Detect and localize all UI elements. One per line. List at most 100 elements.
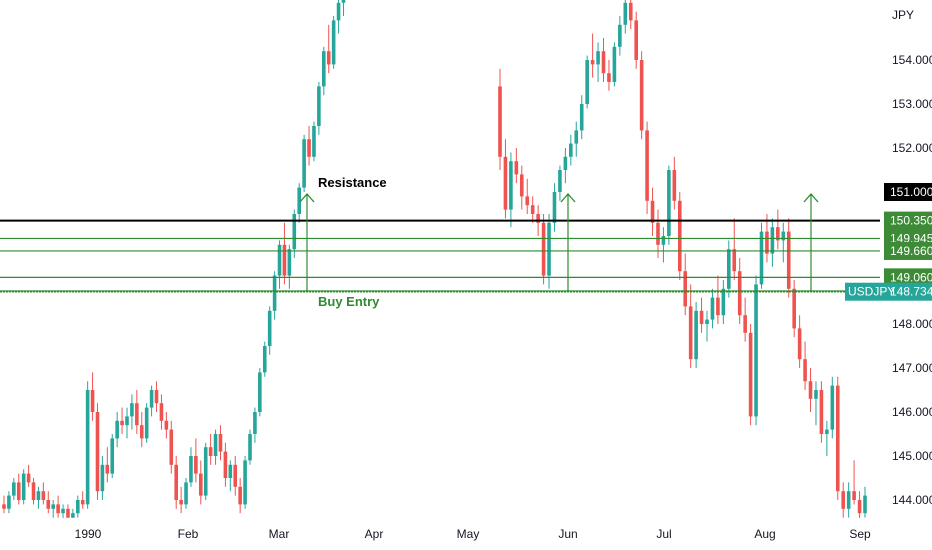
- candle[interactable]: [85, 381, 90, 509]
- candle[interactable]: [835, 376, 840, 500]
- candle[interactable]: [825, 420, 829, 456]
- candle[interactable]: [322, 46, 326, 96]
- candle[interactable]: [514, 148, 519, 184]
- candle[interactable]: [189, 447, 193, 487]
- candle[interactable]: [759, 222, 764, 289]
- candle[interactable]: [770, 218, 775, 267]
- candle[interactable]: [90, 372, 95, 421]
- time-axis[interactable]: 1990 Feb Mar Apr May Jun Jul Aug Sep: [75, 527, 871, 541]
- candle[interactable]: [36, 486, 41, 509]
- candle[interactable]: [519, 165, 524, 210]
- candle[interactable]: [253, 407, 257, 443]
- candle[interactable]: [336, 0, 341, 34]
- candle[interactable]: [169, 420, 174, 474]
- candle[interactable]: [312, 121, 316, 162]
- candle[interactable]: [31, 478, 36, 505]
- candle[interactable]: [110, 434, 115, 478]
- candle[interactable]: [125, 407, 129, 439]
- candle[interactable]: [601, 38, 606, 82]
- candle[interactable]: [781, 222, 786, 263]
- candle[interactable]: [732, 218, 737, 280]
- candle[interactable]: [574, 121, 579, 157]
- candle[interactable]: [667, 165, 671, 245]
- candle[interactable]: [208, 434, 213, 465]
- candle[interactable]: [688, 284, 693, 368]
- candle[interactable]: [66, 504, 70, 522]
- candle[interactable]: [292, 209, 297, 258]
- candle[interactable]: [830, 376, 835, 439]
- candle[interactable]: [694, 302, 698, 368]
- candle[interactable]: [272, 271, 277, 320]
- candle[interactable]: [262, 341, 267, 377]
- candle[interactable]: [95, 403, 100, 500]
- candle[interactable]: [287, 244, 292, 289]
- candle[interactable]: [509, 152, 513, 228]
- candle[interactable]: [12, 478, 16, 500]
- candle[interactable]: [46, 491, 51, 514]
- candle[interactable]: [672, 156, 677, 210]
- candle[interactable]: [797, 315, 802, 368]
- candle[interactable]: [863, 486, 867, 518]
- candle[interactable]: [612, 42, 617, 87]
- candle[interactable]: [503, 139, 508, 219]
- candle[interactable]: [819, 381, 824, 443]
- candle[interactable]: [144, 403, 149, 443]
- candle[interactable]: [525, 178, 530, 214]
- candle[interactable]: [786, 218, 791, 298]
- candle[interactable]: [71, 508, 75, 527]
- candle[interactable]: [846, 482, 851, 518]
- candle[interactable]: [341, 0, 346, 16]
- candle[interactable]: [302, 134, 306, 192]
- candle[interactable]: [326, 24, 331, 74]
- candle[interactable]: [7, 491, 11, 514]
- candle[interactable]: [297, 183, 301, 223]
- candle[interactable]: [530, 196, 535, 223]
- candle[interactable]: [199, 460, 203, 505]
- candle[interactable]: [716, 275, 720, 324]
- candle[interactable]: [228, 460, 233, 492]
- candle[interactable]: [51, 500, 55, 518]
- candle[interactable]: [80, 491, 85, 509]
- candle[interactable]: [139, 412, 144, 448]
- candle[interactable]: [683, 253, 688, 316]
- candle[interactable]: [149, 385, 154, 417]
- candle[interactable]: [705, 310, 709, 342]
- candle[interactable]: [814, 381, 818, 426]
- candle[interactable]: [699, 297, 704, 333]
- candle[interactable]: [852, 460, 856, 505]
- candle[interactable]: [16, 473, 21, 505]
- candle[interactable]: [21, 469, 26, 505]
- candle[interactable]: [174, 456, 178, 509]
- candle[interactable]: [26, 464, 31, 487]
- candle[interactable]: [607, 60, 611, 91]
- candle[interactable]: [727, 240, 731, 298]
- candle[interactable]: [585, 55, 589, 109]
- candle[interactable]: [179, 486, 183, 514]
- candle[interactable]: [596, 42, 600, 82]
- candle[interactable]: [120, 407, 124, 434]
- candle[interactable]: [563, 148, 568, 184]
- candle[interactable]: [656, 209, 660, 258]
- candle[interactable]: [218, 425, 223, 461]
- candle[interactable]: [56, 495, 60, 518]
- candle[interactable]: [748, 324, 753, 426]
- price-axis[interactable]: JPY 154.000 153.000 152.000 148.000 147.000 1…: [892, 8, 932, 507]
- candle[interactable]: [233, 456, 238, 496]
- candle[interactable]: [628, 0, 633, 30]
- candle[interactable]: [307, 126, 311, 166]
- candle[interactable]: [41, 482, 46, 505]
- candle[interactable]: [743, 297, 747, 342]
- candle[interactable]: [661, 227, 666, 263]
- candle[interactable]: [258, 368, 262, 417]
- candle[interactable]: [105, 447, 110, 483]
- candle[interactable]: [277, 240, 282, 289]
- candle[interactable]: [590, 33, 595, 78]
- candle[interactable]: [634, 11, 638, 69]
- candle[interactable]: [164, 412, 169, 439]
- candle[interactable]: [803, 341, 807, 390]
- candle[interactable]: [76, 495, 80, 518]
- candle[interactable]: [569, 134, 573, 166]
- candle[interactable]: [238, 478, 242, 514]
- candle[interactable]: [317, 82, 321, 135]
- candle[interactable]: [677, 192, 682, 280]
